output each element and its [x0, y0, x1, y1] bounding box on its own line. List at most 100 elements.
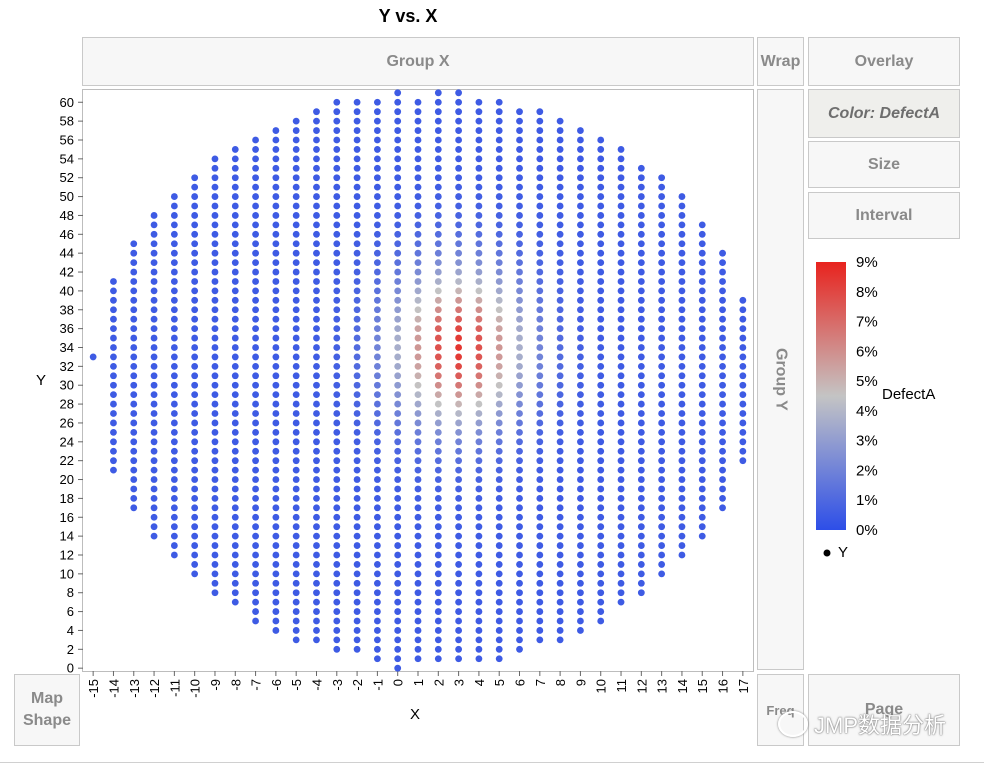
data-point: [191, 230, 199, 238]
data-point: [394, 155, 402, 163]
data-point: [617, 532, 625, 540]
data-point: [455, 164, 463, 172]
data-point: [637, 362, 645, 370]
data-point: [191, 570, 199, 578]
data-point: [231, 523, 239, 531]
data-point: [698, 259, 706, 267]
size-zone[interactable]: Size: [808, 141, 960, 188]
data-point: [394, 542, 402, 549]
data-point: [475, 259, 483, 267]
data-point: [455, 89, 463, 97]
data-point: [597, 523, 605, 531]
data-point: [191, 193, 199, 200]
data-point: [130, 306, 138, 314]
data-point: [678, 466, 686, 474]
data-point: [313, 127, 320, 134]
data-point: [516, 476, 523, 483]
data-point: [211, 249, 219, 257]
data-point: [455, 117, 463, 125]
data-point: [455, 202, 463, 210]
data-point: [475, 532, 483, 540]
data-point: [252, 466, 259, 474]
data-point: [434, 551, 442, 559]
data-point: [577, 523, 584, 531]
data-point: [353, 127, 361, 134]
data-point: [455, 174, 463, 182]
data-point: [130, 278, 138, 285]
y-tick-label: 10: [60, 566, 74, 581]
data-point: [577, 296, 584, 304]
data-point: [333, 513, 341, 521]
data-point: [150, 259, 158, 267]
data-point: [678, 438, 686, 446]
data-point: [536, 466, 544, 474]
data-point: [556, 117, 564, 125]
data-point: [495, 551, 503, 559]
data-point: [455, 532, 463, 540]
data-point: [495, 259, 503, 267]
data-point: [678, 372, 686, 380]
data-point: [698, 457, 706, 465]
data-point: [434, 353, 442, 361]
data-point: [637, 202, 645, 210]
data-point: [373, 183, 381, 191]
data-point: [373, 561, 381, 568]
data-point: [577, 221, 584, 229]
data-point: [556, 419, 564, 427]
data-point: [556, 164, 564, 172]
data-point: [556, 193, 564, 200]
data-point: [292, 230, 300, 238]
data-point: [434, 391, 442, 399]
overlay-zone[interactable]: Overlay: [808, 37, 960, 86]
data-point: [231, 561, 239, 568]
data-point: [130, 315, 138, 323]
data-point: [658, 523, 666, 531]
y-tick-label: 18: [60, 491, 74, 506]
data-point: [495, 164, 503, 172]
data-point: [516, 466, 523, 474]
data-point: [516, 202, 523, 210]
data-point: [455, 579, 463, 587]
data-point: [698, 287, 706, 295]
data-point: [373, 400, 381, 408]
data-point: [536, 362, 544, 370]
data-point: [434, 372, 442, 380]
data-point: [516, 532, 523, 540]
data-point: [211, 466, 219, 474]
data-points: [89, 89, 747, 672]
data-point: [231, 598, 239, 606]
data-point: [678, 513, 686, 521]
page-zone[interactable]: Page: [808, 674, 960, 746]
wrap-zone[interactable]: Wrap: [757, 37, 804, 86]
data-point: [475, 193, 483, 200]
data-point: [292, 617, 300, 625]
data-point: [394, 410, 402, 417]
data-point: [455, 212, 463, 219]
data-point: [495, 296, 503, 304]
data-point: [617, 513, 625, 521]
group-y-zone[interactable]: Group Y: [757, 89, 804, 670]
data-point: [536, 117, 544, 125]
data-point: [516, 344, 523, 351]
data-point: [637, 372, 645, 380]
data-point: [313, 108, 320, 116]
data-point: [495, 627, 503, 634]
color-legend-tick-label: 8%: [856, 284, 878, 301]
data-point: [333, 485, 341, 493]
data-point: [150, 296, 158, 304]
data-point: [394, 306, 402, 314]
data-point: [475, 523, 483, 531]
group-x-zone[interactable]: Group X: [82, 37, 754, 86]
data-point: [272, 155, 280, 163]
color-zone[interactable]: Color: DefectA: [808, 89, 960, 138]
map-shape-zone[interactable]: Map Shape: [14, 674, 80, 746]
data-point: [617, 183, 625, 191]
data-point: [617, 494, 625, 502]
data-point: [130, 457, 138, 465]
data-point: [617, 457, 625, 465]
interval-zone[interactable]: Interval: [808, 192, 960, 239]
data-point: [252, 362, 259, 370]
data-point: [191, 485, 199, 493]
data-point: [536, 174, 544, 182]
data-point: [414, 174, 422, 182]
